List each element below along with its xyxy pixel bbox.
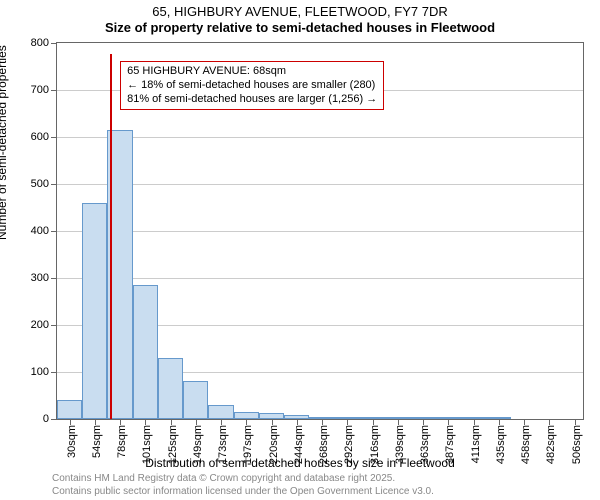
x-axis-label: Distribution of semi-detached houses by …	[0, 456, 600, 470]
y-tick	[51, 90, 57, 91]
y-gridline	[57, 184, 583, 185]
y-tick	[51, 419, 57, 420]
y-tick-label: 500	[31, 178, 49, 190]
footer-line2: Contains public sector information licen…	[52, 486, 434, 499]
histogram-bar	[82, 203, 107, 419]
y-axis-label: Number of semi-detached properties	[0, 45, 9, 240]
annotation-line: 65 HIGHBURY AVENUE: 68sqm	[127, 65, 377, 79]
annotation-box: 65 HIGHBURY AVENUE: 68sqm← 18% of semi-d…	[120, 61, 384, 110]
y-tick	[51, 137, 57, 138]
histogram-bar	[133, 285, 158, 419]
chart-container: 65, HIGHBURY AVENUE, FLEETWOOD, FY7 7DR …	[0, 0, 600, 500]
y-tick-label: 100	[31, 366, 49, 378]
footer-attribution: Contains HM Land Registry data © Crown c…	[52, 473, 434, 498]
histogram-bar	[57, 400, 82, 419]
plot-area: 010020030040050060070080030sqm54sqm78sqm…	[56, 42, 584, 420]
y-gridline	[57, 278, 583, 279]
y-tick-label: 400	[31, 225, 49, 237]
y-tick-label: 700	[31, 84, 49, 96]
y-tick	[51, 278, 57, 279]
histogram-bar	[158, 358, 183, 419]
y-tick	[51, 43, 57, 44]
x-tick-label: 30sqm	[66, 425, 78, 458]
y-tick-label: 300	[31, 272, 49, 284]
title-sub: Size of property relative to semi-detach…	[0, 20, 600, 35]
x-tick-label: 54sqm	[91, 425, 103, 458]
y-tick	[51, 372, 57, 373]
y-tick	[51, 184, 57, 185]
y-tick-label: 0	[43, 413, 49, 425]
footer-line1: Contains HM Land Registry data © Crown c…	[52, 473, 434, 486]
title-main: 65, HIGHBURY AVENUE, FLEETWOOD, FY7 7DR	[0, 4, 600, 19]
histogram-bar	[183, 381, 208, 419]
y-gridline	[57, 137, 583, 138]
annotation-line: ← 18% of semi-detached houses are smalle…	[127, 79, 377, 93]
y-tick-label: 200	[31, 319, 49, 331]
x-tick-label: 78sqm	[116, 425, 128, 458]
y-tick	[51, 325, 57, 326]
y-tick-label: 800	[31, 37, 49, 49]
annotation-line: 81% of semi-detached houses are larger (…	[127, 93, 377, 107]
y-tick-label: 600	[31, 131, 49, 143]
y-tick	[51, 231, 57, 232]
y-gridline	[57, 231, 583, 232]
histogram-bar	[208, 405, 233, 419]
marker-line	[110, 54, 112, 419]
histogram-bar	[234, 412, 259, 419]
